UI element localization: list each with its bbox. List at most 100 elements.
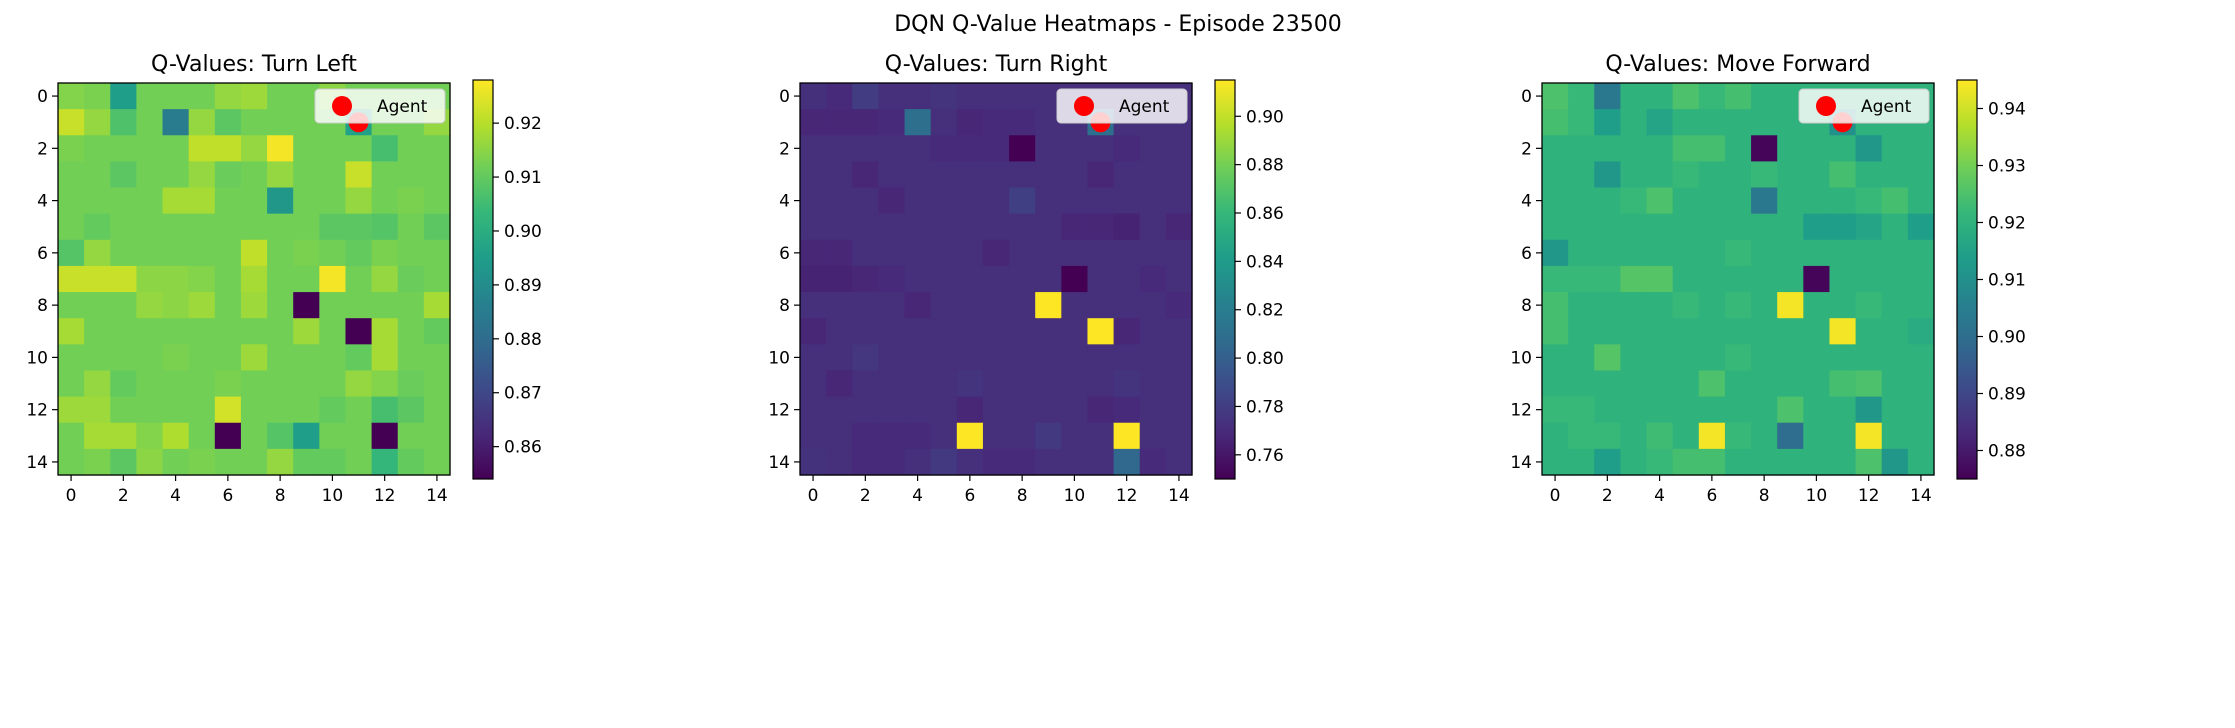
heatmap-cell (162, 135, 190, 162)
heatmap-cell (110, 370, 137, 398)
heatmap-cell (136, 422, 164, 450)
colorbar-tick-label: 0.92 (1988, 214, 2026, 234)
heatmap-cell (904, 396, 932, 424)
heatmap-cell (188, 109, 216, 136)
heatmap-cell (826, 187, 853, 215)
colorbar-tick-label: 0.86 (504, 438, 542, 458)
heatmap-cell (1568, 239, 1595, 267)
heatmap-cell (1646, 448, 1674, 476)
heatmap-cell (982, 265, 1010, 293)
heatmap-cell (1542, 83, 1569, 110)
heatmap-cell (1035, 370, 1062, 398)
heatmap-cell (826, 422, 853, 450)
heatmap-cell (1751, 109, 1778, 136)
heatmap-cell (878, 109, 906, 136)
heatmap-cell (1881, 187, 1909, 215)
heatmap-cell (1803, 396, 1831, 424)
heatmap-cell (904, 187, 932, 215)
heatmap-cell (1139, 448, 1167, 476)
heatmap-cell (1139, 422, 1167, 450)
heatmap-cell (982, 318, 1010, 345)
heatmap-cell (1777, 135, 1804, 162)
colorbar-frame (472, 79, 494, 480)
heatmap-cell (240, 318, 268, 345)
heatmap-cell (397, 213, 425, 241)
heatmap-cell (136, 213, 164, 241)
heatmap-cell (1139, 318, 1167, 345)
heatmap-cell (956, 396, 984, 424)
heatmap-cell (58, 292, 85, 319)
heatmap-cell (1829, 344, 1857, 372)
heatmap-cell (1620, 265, 1648, 293)
heatmap-cell (1087, 187, 1115, 215)
heatmap-cell (930, 292, 958, 319)
heatmap-cell (1777, 318, 1804, 345)
x-tick-label: 6 (964, 486, 975, 506)
heatmap-cell (397, 292, 425, 319)
heatmap-cell (1777, 239, 1804, 267)
heatmap-cell (1672, 318, 1700, 345)
heatmap-cell (1751, 370, 1778, 398)
heatmap-cell (1542, 187, 1569, 215)
heatmap-cell (267, 187, 294, 215)
colorbar-tick-label: 0.84 (1246, 252, 1284, 272)
heatmap-cell (423, 187, 451, 215)
heatmap-cell (1113, 239, 1141, 267)
panel-title: Q-Values: Turn Right (885, 52, 1108, 77)
heatmap-cell (852, 109, 879, 136)
heatmap-cell (1165, 213, 1193, 241)
heatmap-cell (1087, 135, 1115, 162)
heatmap-cell (188, 448, 216, 476)
heatmap-cell (1087, 265, 1115, 293)
heatmap-cell (1881, 422, 1909, 450)
heatmap-cell (136, 396, 164, 424)
colorbar-gradient (1957, 80, 1977, 479)
heatmap-cell (852, 396, 879, 424)
heatmap-cell (1009, 239, 1036, 267)
heatmap-cell (162, 83, 190, 110)
heatmap-cell (1542, 448, 1569, 476)
heatmap-cell (1829, 187, 1857, 215)
legend: Agent (314, 88, 446, 124)
heatmap-cell (930, 344, 958, 372)
heatmap-cell (1035, 213, 1062, 241)
heatmap-cell (1139, 135, 1167, 162)
heatmap-cell (930, 135, 958, 162)
heatmap-cell (1751, 161, 1778, 189)
heatmap-cell (1672, 422, 1700, 450)
heatmap-cell (267, 109, 294, 136)
heatmap-cell (904, 213, 932, 241)
heatmap-cell (110, 396, 137, 424)
heatmap-cell (1672, 239, 1700, 267)
heatmap-cell (930, 448, 958, 476)
heatmap-cell (1009, 318, 1036, 345)
heatmap-cell (800, 187, 827, 215)
x-tick-label: 2 (118, 486, 129, 506)
heatmap-cell (1620, 83, 1648, 110)
heatmap-cell (162, 161, 190, 189)
heatmap-cell (1594, 344, 1621, 372)
heatmap-cell (1061, 292, 1089, 319)
heatmap-cell (1113, 213, 1141, 241)
colorbar-tick-label: 0.80 (1246, 349, 1284, 369)
heatmap-cell (1698, 135, 1726, 162)
heatmap-cell (1777, 161, 1804, 189)
heatmap-cell (1672, 292, 1700, 319)
y-tick-label: 12 (1510, 401, 1532, 421)
heatmap-cell (84, 135, 111, 162)
heatmap-cell (1698, 239, 1726, 267)
x-tick-label: 6 (1706, 486, 1717, 506)
y-tick-label: 10 (26, 348, 48, 368)
y-tick-label: 6 (37, 244, 48, 264)
heatmap-cell (852, 344, 879, 372)
heatmap-cell (878, 396, 906, 424)
heatmap-cell (1829, 161, 1857, 189)
heatmap-cell (1542, 370, 1569, 398)
heatmap-cell (1881, 370, 1909, 398)
heatmap-cell (423, 161, 451, 189)
heatmap-cell (1724, 344, 1752, 372)
heatmap-cell (188, 265, 216, 293)
heatmap-cell (188, 422, 216, 450)
heatmap-cell (136, 135, 164, 162)
heatmap-cell (319, 239, 347, 267)
